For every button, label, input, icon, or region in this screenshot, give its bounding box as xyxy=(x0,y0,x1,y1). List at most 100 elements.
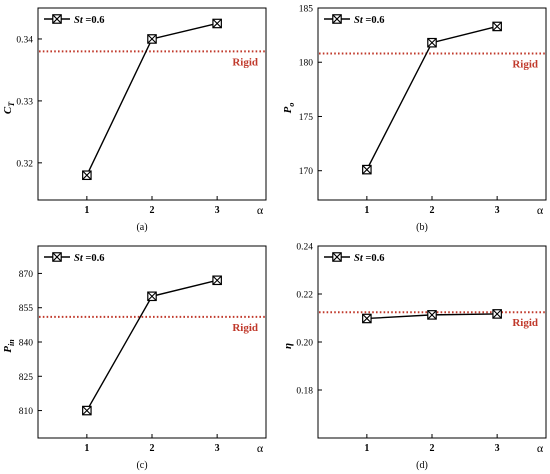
legend-label-name: St xyxy=(74,15,84,26)
data-point xyxy=(147,34,157,44)
y-axis-label-main: P xyxy=(2,346,14,353)
marker-cross-b xyxy=(332,14,342,24)
plot-frame xyxy=(37,245,267,439)
legend-label-value: =0.6 xyxy=(83,253,105,264)
data-point xyxy=(492,21,502,32)
x-axis-label: α xyxy=(537,441,544,455)
y-axis-label-sub: T xyxy=(7,101,16,107)
y-axis-label-main: C xyxy=(2,106,14,114)
panel-caption: (b) xyxy=(416,222,428,233)
y-axis-label: CT xyxy=(2,101,16,114)
x-tick-label: 3 xyxy=(495,205,500,216)
marker-cross-b xyxy=(82,170,92,180)
marker-cross-b xyxy=(82,405,92,416)
data-point xyxy=(82,405,92,416)
data-point xyxy=(362,313,372,324)
marker-cross-b xyxy=(427,38,437,48)
marker-cross-b xyxy=(52,252,62,262)
legend-label-name: St xyxy=(74,253,84,264)
marker-cross-b xyxy=(147,291,157,301)
legend: St =0.6 xyxy=(44,14,105,26)
chart-panel-2: 1 2 3 α 170 175 180 185 Po Rigid St =0.6 (b) xyxy=(282,5,547,233)
data-point xyxy=(492,309,502,319)
rigid-label: Rigid xyxy=(512,59,538,71)
y-axis-label-main: P xyxy=(282,106,294,113)
marker-cross-b xyxy=(362,165,372,175)
legend-marker xyxy=(332,252,342,262)
legend-label: St =0.6 xyxy=(74,15,105,26)
chart-panel-4: 1 2 3 α 0.18 0.20 0.22 0.24 η Rigid St =0.6 (d) xyxy=(282,243,547,471)
y-axis-label: Po xyxy=(282,103,296,114)
y-tick-label: 840 xyxy=(19,339,34,349)
y-tick-label: 870 xyxy=(19,270,34,280)
legend: St =0.6 xyxy=(44,252,105,264)
legend-label: St =0.6 xyxy=(74,253,105,264)
panel-caption: (d) xyxy=(416,460,428,471)
rigid-label: Rigid xyxy=(512,317,538,329)
data-point xyxy=(147,291,157,302)
marker-cross-b xyxy=(492,309,502,319)
legend-label-name: St xyxy=(354,15,364,26)
marker-cross-b xyxy=(427,310,437,320)
rigid-label: Rigid xyxy=(232,56,258,68)
x-tick-label: 3 xyxy=(215,205,220,216)
y-tick-label: 0.20 xyxy=(296,339,313,349)
panel-caption: (c) xyxy=(136,460,147,471)
marker-cross-b xyxy=(147,34,157,44)
x-tick-label: 1 xyxy=(364,205,369,216)
legend-label-value: =0.6 xyxy=(83,15,105,26)
legend-label: St =0.6 xyxy=(354,15,385,26)
legend-marker xyxy=(332,14,342,24)
y-axis-label-sub: o xyxy=(287,103,296,107)
marker-cross-b xyxy=(492,21,502,32)
data-point xyxy=(427,310,437,320)
x-tick-label: 3 xyxy=(215,443,220,454)
plot-frame xyxy=(317,245,547,439)
plot-frame xyxy=(317,7,547,201)
marker-cross-b xyxy=(212,275,222,285)
chart-panel-3: 1 2 3 α 810 825 840 855 870 Pin Rigid St =0.6 (c) xyxy=(2,245,267,471)
legend-label: St =0.6 xyxy=(354,253,385,264)
y-axis-label: Pin xyxy=(2,339,16,353)
y-tick-label: 185 xyxy=(299,5,314,15)
y-tick-label: 810 xyxy=(19,407,34,417)
x-tick-label: 1 xyxy=(84,443,89,454)
legend: St =0.6 xyxy=(324,252,385,264)
marker-cross-b xyxy=(332,252,342,262)
x-tick-label: 2 xyxy=(430,205,435,216)
data-point xyxy=(82,170,92,181)
x-tick-label: 1 xyxy=(84,205,89,216)
chart-panel-1: 1 2 3 α 0.32 0.33 0.34 CT Rigid St =0.6 (a) xyxy=(2,7,267,233)
x-axis-label: α xyxy=(537,203,544,217)
y-tick-label: 0.18 xyxy=(296,387,313,397)
x-tick-label: 3 xyxy=(495,443,500,454)
y-tick-label: 855 xyxy=(19,304,34,314)
legend-label-value: =0.6 xyxy=(363,253,385,264)
y-tick-label: 170 xyxy=(299,167,314,177)
y-axis-label-main: η xyxy=(282,343,294,349)
y-tick-label: 0.22 xyxy=(296,291,313,301)
x-axis-label: α xyxy=(257,203,264,217)
marker-cross-b xyxy=(362,313,372,324)
y-tick-label: 0.32 xyxy=(16,159,33,169)
marker-cross-b xyxy=(52,14,62,24)
legend-marker xyxy=(52,252,62,262)
data-point xyxy=(212,275,222,286)
x-axis-label: α xyxy=(257,441,264,455)
legend: St =0.6 xyxy=(324,14,385,26)
marker-cross-b xyxy=(212,18,222,29)
legend-marker xyxy=(52,14,62,24)
data-point xyxy=(212,18,222,29)
y-tick-label: 0.33 xyxy=(16,97,33,107)
y-axis-label: η xyxy=(282,343,294,349)
data-point xyxy=(362,164,372,175)
y-axis-label-sub: in xyxy=(7,339,16,346)
x-tick-label: 2 xyxy=(150,443,155,454)
rigid-label: Rigid xyxy=(232,322,258,334)
y-tick-label: 175 xyxy=(299,113,314,123)
series-line xyxy=(366,25,498,170)
y-tick-label: 0.24 xyxy=(296,243,313,253)
legend-label-name: St xyxy=(354,253,364,264)
data-point xyxy=(427,37,437,48)
